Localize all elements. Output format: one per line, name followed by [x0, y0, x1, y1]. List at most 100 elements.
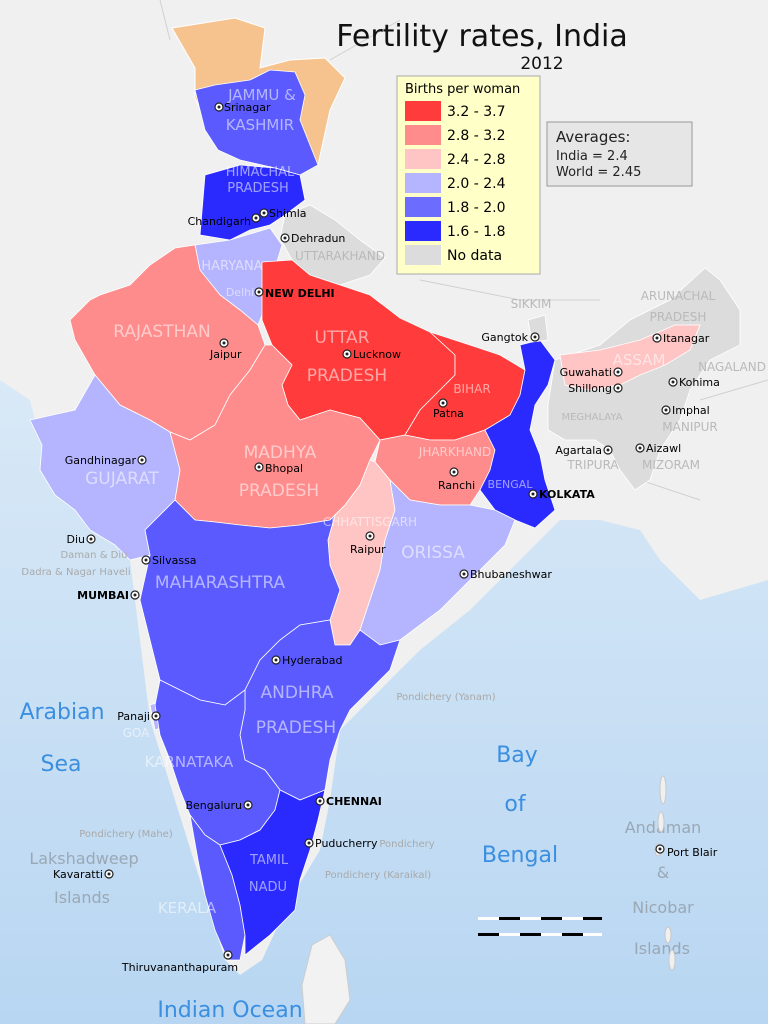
city-marker-dot [262, 211, 266, 215]
city-marker-dot [257, 465, 261, 469]
city-label-diu: Diu [67, 533, 86, 546]
city-label-panaji: Panaji [117, 710, 150, 723]
state-label-tn-1: TAMIL [249, 853, 289, 868]
ut-label-mahe: Pondichery (Mahe) [79, 829, 173, 840]
state-label-hp-1: HIMACHAL [226, 165, 295, 180]
state-label-manipur: MANIPUR [662, 420, 717, 434]
ut-label-karaikal: Pondichery (Karaikal) [325, 870, 431, 881]
city-markers: Srinagar Shimla Chandigarh Dehradun NEW DELH… [53, 101, 720, 974]
sea-label-bay-3: Bengal [482, 843, 558, 868]
city-marker-dot [655, 336, 659, 340]
city-label-kohima: Kohima [679, 376, 720, 389]
legend-title: Births per woman [405, 82, 520, 97]
city-label-mumbai: MUMBAI [77, 589, 129, 602]
state-label-arunachal-2: PRADESH [650, 310, 707, 324]
city-marker-dot [664, 408, 668, 412]
city-label-imphal: Imphal [672, 404, 710, 417]
city-label-chennai: CHENNAI [326, 795, 382, 808]
state-label-haryana: HARYANA [201, 259, 262, 274]
state-label-wb: BENGAL [488, 478, 534, 491]
ut-label-yanam: Pondichery (Yanam) [396, 692, 495, 703]
region-jk-inner [194, 69, 319, 176]
city-label-hyderabad: Hyderabad [282, 654, 343, 667]
city-marker-dot [368, 534, 372, 538]
city-label-silvassa: Silvassa [152, 554, 197, 567]
legend-label: No data [447, 248, 502, 264]
city-label-raipur: Raipur [350, 543, 386, 556]
state-label-meghalaya: MEGHALAYA [561, 412, 622, 423]
city-marker-dot [616, 370, 620, 374]
legend-swatch [405, 125, 441, 145]
state-label-up-1: UTTAR [314, 328, 369, 348]
state-label-arunachal-1: ARUNACHAL [641, 289, 716, 303]
ut-label-dadra: Dadra & Nagar Haveli [21, 567, 130, 578]
city-marker-dot [154, 714, 158, 718]
state-label-karnataka: KARNATAKA [145, 753, 234, 771]
state-label-mizoram: MIZORAM [642, 458, 700, 472]
state-label-rajasthan: RAJASTHAN [113, 322, 210, 342]
legend: Births per woman 3.2 - 3.7 2.8 - 3.2 2.4 -… [396, 75, 541, 275]
city-marker-dot [144, 558, 148, 562]
city-marker-dot [452, 470, 456, 474]
city-marker-dot [246, 803, 250, 807]
city-label-puducherry: Puducherry [315, 837, 378, 850]
city-marker-dot [107, 872, 111, 876]
city-marker-dot [307, 841, 311, 845]
city-label-jaipur: Jaipur [209, 348, 242, 361]
sea-area [0, 380, 768, 1024]
city-marker-dot [462, 572, 466, 576]
sea-label-bay-1: Bay [496, 743, 538, 768]
city-label-lucknow: Lucknow [353, 348, 401, 361]
neighbour-borders [159, 0, 768, 501]
state-label-sikkim: SIKKIM [511, 297, 552, 311]
city-label-thiruvananthapuram: Thiruvananthapuram [121, 961, 238, 974]
city-marker-dot [133, 593, 137, 597]
region-orissa [359, 478, 516, 646]
city-label-aizawl: Aizawl [646, 442, 681, 455]
legend-label: 2.8 - 3.2 [447, 128, 505, 144]
legend-label: 1.6 - 1.8 [447, 224, 505, 240]
sea-label-indian-ocean: Indian Ocean [157, 998, 302, 1023]
ut-label-pondy: Pondichery [379, 839, 434, 850]
region-north-east [547, 267, 741, 491]
city-marker-dot [89, 537, 93, 541]
city-marker-dot [222, 341, 226, 345]
state-label-bihar: BIHAR [453, 382, 490, 396]
city-label-bhubaneshwar: Bhubaneshwar [470, 568, 552, 581]
city-marker-dot [226, 953, 230, 957]
city-label-port-blair: Port Blair [667, 846, 718, 859]
region-west-bengal [479, 339, 556, 529]
legend-swatch [405, 197, 441, 217]
legend-label: 1.8 - 2.0 [447, 200, 505, 216]
legend-label: 2.4 - 2.8 [447, 152, 505, 168]
city-marker-dot [606, 448, 610, 452]
sea-label-arabian-1: Arabian [19, 700, 104, 725]
city-label-chandigarh: Chandigarh [188, 215, 251, 228]
city-label-kolkata: KOLKATA [539, 488, 595, 501]
map-year: 2012 [520, 54, 563, 74]
sri-lanka [301, 934, 351, 1024]
city-label-srinagar: Srinagar [224, 101, 271, 114]
city-label-kavaratti: Kavaratti [53, 868, 103, 881]
state-label-chhattisgarh: CHHATTISGARH [323, 515, 417, 529]
city-label-patna: Patna [433, 407, 464, 420]
city-marker-dot [616, 386, 620, 390]
city-label-ranchi: Ranchi [438, 479, 475, 492]
ut-labels: Daman & Diu Dadra & Nagar Haveli Pondich… [21, 550, 495, 881]
city-marker-dot [671, 380, 675, 384]
state-labels: JAMMU & KASHMIR HIMACHAL PRADESH HARYANA… [85, 86, 766, 917]
state-label-up-2: PRADESH [307, 366, 387, 386]
islands-andaman-3: Nicobar [632, 898, 694, 917]
averages-india: India = 2.4 [556, 149, 628, 164]
averages-heading: Averages: [556, 128, 630, 146]
state-label-jk-1: JAMMU & [227, 86, 296, 104]
city-label-gandhinagar: Gandhinagar [65, 454, 137, 467]
state-label-ap-1: ANDHRA [261, 683, 334, 703]
state-label-gujarat: GUJARAT [85, 469, 159, 489]
state-label-mp-2: PRADESH [239, 481, 319, 501]
city-label-bhopal: Bhopal [265, 462, 303, 475]
city-label-itanagar: Itanagar [663, 332, 710, 345]
state-label-delhi: Delhi [226, 286, 254, 299]
state-label-nagaland: NAGALAND [698, 360, 766, 374]
city-marker-dot [254, 216, 258, 220]
